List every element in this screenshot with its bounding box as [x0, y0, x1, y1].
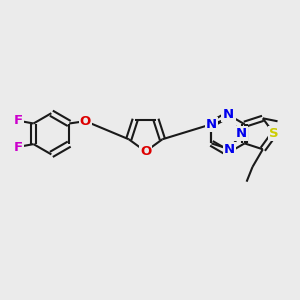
Text: O: O [140, 145, 151, 158]
Text: N: N [206, 118, 217, 131]
Text: N: N [224, 112, 235, 125]
Text: N: N [224, 143, 235, 156]
Text: F: F [14, 114, 23, 127]
Text: F: F [14, 141, 23, 154]
Text: S: S [269, 127, 279, 140]
Text: N: N [223, 108, 234, 121]
Text: O: O [80, 115, 91, 128]
Text: N: N [235, 127, 247, 140]
